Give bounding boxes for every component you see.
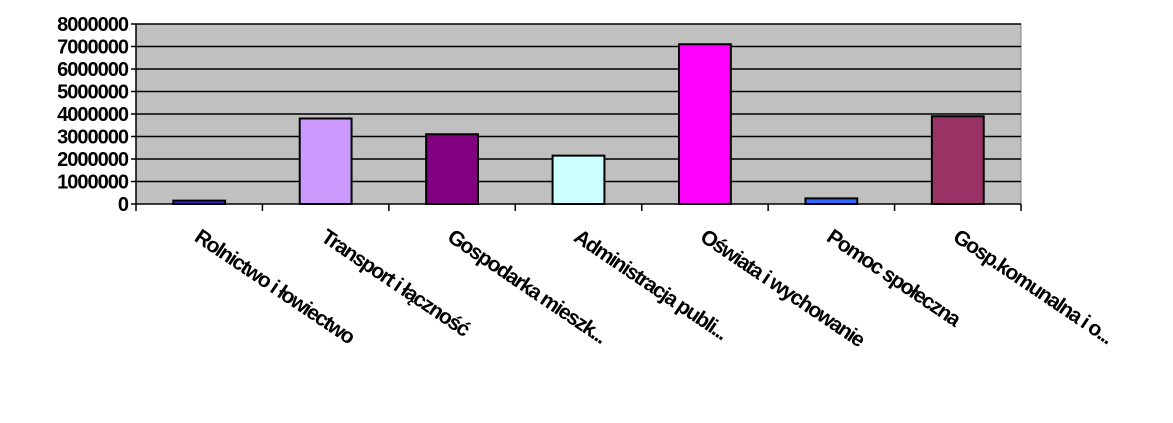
category-label: Gosp.komunalna i o... xyxy=(949,225,1117,349)
y-tick-label: 1000000 xyxy=(57,172,129,194)
y-tick-label: 0 xyxy=(118,194,129,216)
gridlines xyxy=(136,23,1021,183)
bars xyxy=(172,43,985,205)
bar xyxy=(425,133,479,205)
y-tick-label: 5000000 xyxy=(57,82,129,104)
y-tick-label: 3000000 xyxy=(57,127,129,149)
y-axis-ticks: 0100000020000003000000400000050000006000… xyxy=(57,14,136,216)
y-tick-label: 7000000 xyxy=(57,37,129,59)
y-tick-label: 8000000 xyxy=(57,14,129,36)
y-tick-label: 2000000 xyxy=(57,149,129,171)
bar xyxy=(930,115,985,205)
bar xyxy=(804,197,859,205)
y-tick-label: 6000000 xyxy=(57,59,129,81)
bar xyxy=(551,154,606,205)
x-axis-ticks xyxy=(135,204,1022,211)
bar xyxy=(298,117,353,205)
y-tick-label: 4000000 xyxy=(57,104,129,126)
bar xyxy=(678,43,732,205)
